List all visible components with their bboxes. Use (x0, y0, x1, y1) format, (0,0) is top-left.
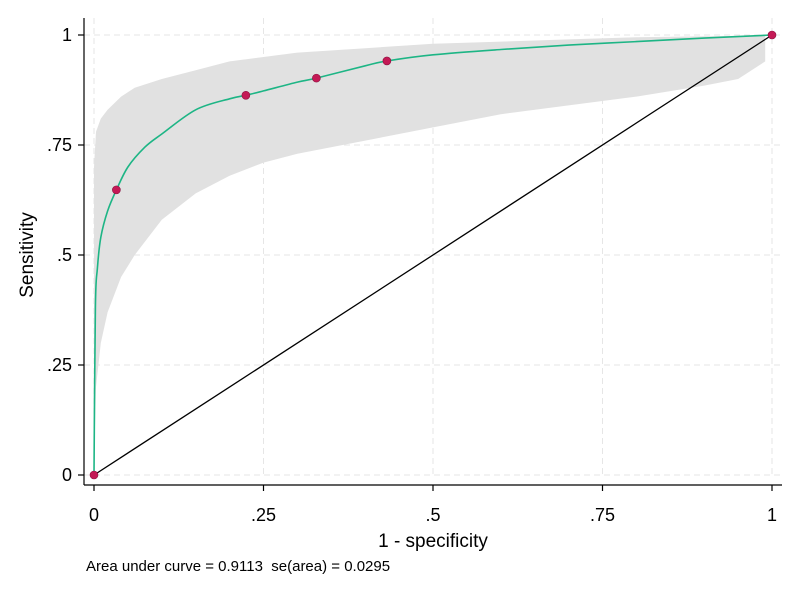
confidence-band (94, 35, 766, 467)
y-tick-label: .25 (47, 355, 72, 375)
auc-note: Area under curve = 0.9113 se(area) = 0.0… (86, 558, 390, 575)
x-tick-label: .25 (251, 505, 276, 525)
axes (78, 18, 782, 491)
tick-labels: 0 .25 .5 .75 1 0 .25 .5 .75 1 (47, 25, 777, 525)
data-point (312, 73, 321, 83)
observed-points-layer (89, 30, 777, 480)
data-point (112, 185, 121, 195)
x-tick-label: .75 (590, 505, 615, 525)
y-tick-label: .5 (57, 245, 72, 265)
x-tick-label: 0 (89, 505, 99, 525)
y-tick-label: .75 (47, 135, 72, 155)
data-point (767, 30, 777, 40)
data-point (382, 56, 392, 66)
x-axis-title: 1 - specificity (378, 531, 488, 552)
data-point (89, 470, 99, 480)
reference-line (93, 34, 773, 476)
reference-line-layer (93, 34, 773, 476)
y-axis-title: Sensitivity (17, 212, 38, 298)
y-tick-label: 1 (62, 25, 72, 45)
x-tick-label: .5 (425, 505, 440, 525)
confidence-band-layer (94, 35, 766, 467)
x-tick-label: 1 (767, 505, 777, 525)
data-point (241, 90, 251, 100)
y-tick-label: 0 (62, 465, 72, 485)
